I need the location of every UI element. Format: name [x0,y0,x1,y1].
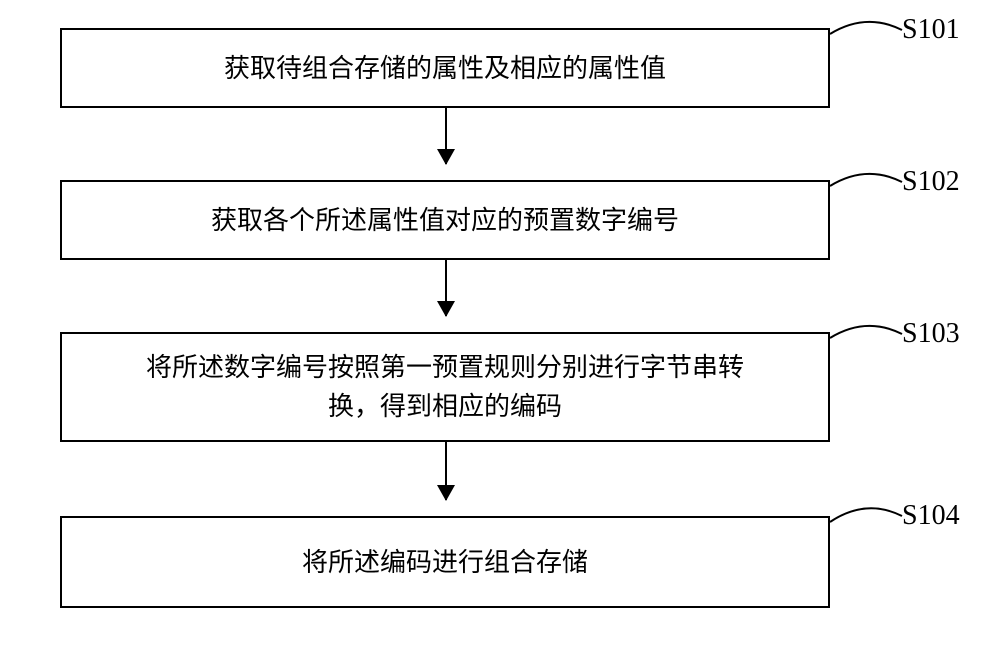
step-label-4: S104 [902,500,960,532]
flowchart-canvas: 获取待组合存储的属性及相应的属性值 获取各个所述属性值对应的预置数字编号 将所述… [0,0,1000,666]
label-text: S101 [902,14,960,45]
step-label-1: S101 [902,14,960,46]
step-label-2: S102 [902,166,960,198]
leader-1 [0,0,1000,666]
label-text: S104 [902,500,960,531]
step-label-3: S103 [902,318,960,350]
label-text: S102 [902,166,960,197]
label-text: S103 [902,318,960,349]
